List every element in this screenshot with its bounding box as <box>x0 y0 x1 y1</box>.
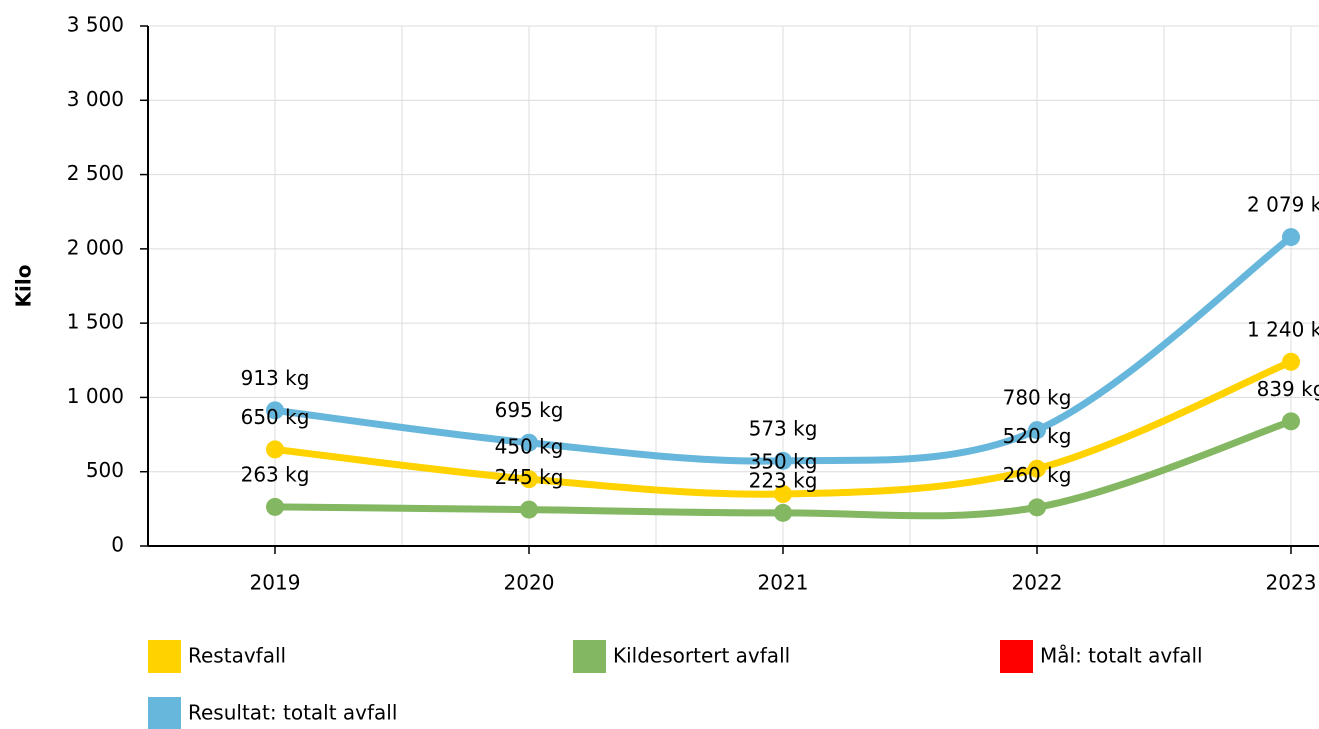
data-label: 573 kg <box>749 416 818 440</box>
legend-swatch <box>148 697 181 729</box>
x-tick-label: 2019 <box>250 571 301 595</box>
data-label: 245 kg <box>495 465 564 489</box>
x-tick-label: 2021 <box>758 571 809 595</box>
data-point <box>1028 459 1046 478</box>
legend-swatch <box>573 640 606 673</box>
y-axis-title: Kilo <box>12 265 36 308</box>
x-tick-label: 2022 <box>1012 571 1063 595</box>
x-tick-label: 2023 <box>1266 571 1317 595</box>
data-point <box>266 440 284 459</box>
data-point <box>266 401 284 420</box>
y-tick-label: 2 000 <box>67 235 124 259</box>
data-point <box>774 503 792 522</box>
y-tick-label: 3 500 <box>67 13 124 37</box>
legend-swatch <box>148 640 181 673</box>
data-point <box>1282 412 1300 431</box>
data-label: 780 kg <box>1003 386 1072 410</box>
legend-label: Kildesortert avfall <box>613 644 790 668</box>
data-point <box>1028 498 1046 517</box>
data-label: 350 kg <box>749 450 818 474</box>
data-label: 450 kg <box>495 435 564 459</box>
legend-swatch <box>1000 640 1033 673</box>
data-label: 839 kg <box>1257 377 1319 401</box>
legend-label: Restavfall <box>188 644 286 668</box>
data-label: 2 079 kg <box>1247 193 1319 217</box>
y-tick-label: 1 500 <box>67 310 124 334</box>
y-tick-label: 1 000 <box>67 384 124 408</box>
data-label: 913 kg <box>241 366 310 390</box>
legend-label: Mål: totalt avfall <box>1040 644 1203 668</box>
y-tick-label: 3 000 <box>67 87 124 111</box>
data-point <box>520 500 538 519</box>
data-label: 263 kg <box>241 462 310 486</box>
y-tick-label: 500 <box>86 458 124 482</box>
data-point <box>1028 421 1046 440</box>
data-label: 695 kg <box>495 398 564 422</box>
data-label: 650 kg <box>241 405 310 429</box>
data-point <box>774 485 792 503</box>
data-point <box>1282 352 1300 371</box>
x-tick-label: 2020 <box>504 571 555 595</box>
data-point <box>520 470 538 489</box>
data-point <box>1282 228 1300 247</box>
data-label: 1 240 kg <box>1247 317 1319 341</box>
y-tick-label: 2 500 <box>67 161 124 185</box>
y-tick-label: 0 <box>111 533 124 557</box>
data-point <box>520 433 538 452</box>
data-label: 260 kg <box>1003 463 1072 487</box>
data-point <box>266 497 284 516</box>
data-point <box>774 451 792 470</box>
data-label: 223 kg <box>749 468 818 492</box>
legend-label: Resultat: totalt avfall <box>188 701 397 725</box>
data-label: 520 kg <box>1003 424 1072 448</box>
